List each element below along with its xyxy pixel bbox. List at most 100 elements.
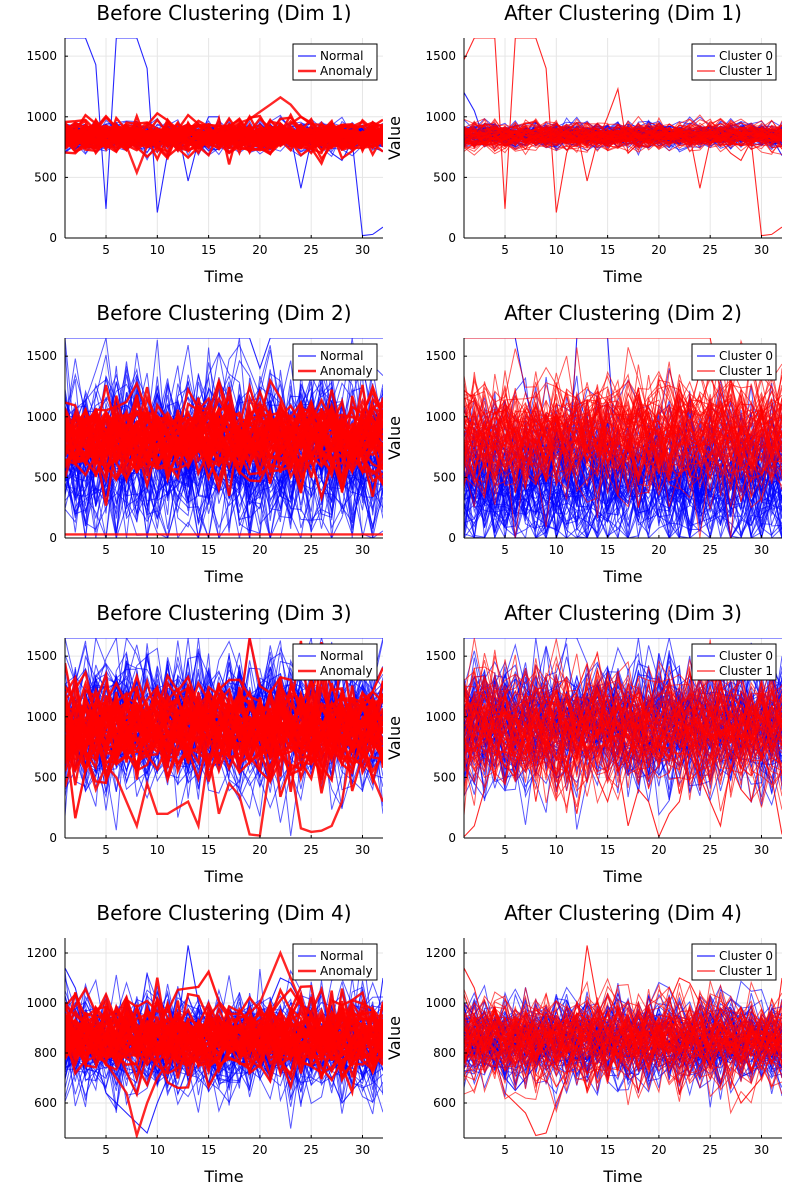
- y-tick-label: 1000: [425, 996, 456, 1010]
- x-tick-label: 20: [252, 1143, 267, 1157]
- series-trace: [464, 670, 782, 747]
- legend-label: Anomaly: [320, 364, 373, 378]
- legend-label: Normal: [320, 349, 363, 363]
- traces: [464, 638, 782, 838]
- x-tick-label: 10: [150, 1143, 165, 1157]
- series-trace: [65, 1003, 383, 1074]
- x-tick-label: 25: [703, 243, 718, 257]
- series-band-cluster-1: [464, 339, 782, 538]
- y-tick-label: 500: [34, 170, 57, 184]
- series-trace: [65, 405, 383, 476]
- series-trace: [65, 1020, 383, 1115]
- plot-title: Before Clustering (Dim 1): [96, 1, 351, 25]
- x-tick-label: 5: [501, 843, 509, 857]
- x-tick-label: 10: [150, 243, 165, 257]
- legend-label: Anomaly: [320, 664, 373, 678]
- x-tick-label: 30: [754, 1143, 769, 1157]
- y-tick-label: 1500: [26, 349, 57, 363]
- series-trace: [464, 387, 782, 483]
- plot-title: After Clustering (Dim 1): [504, 1, 742, 25]
- x-tick-label: 5: [102, 543, 110, 557]
- series-trace: [464, 1031, 782, 1095]
- legend-label: Anomaly: [320, 964, 373, 978]
- x-tick-label: 30: [754, 543, 769, 557]
- series-trace: [464, 682, 782, 785]
- legend-label: Anomaly: [320, 64, 373, 78]
- series-trace: [464, 125, 782, 146]
- x-tick-label: 25: [304, 543, 319, 557]
- series-trace: [464, 1011, 782, 1078]
- x-axis-label: Time: [602, 867, 642, 886]
- traces: [464, 945, 782, 1137]
- series-line-anomaly: [65, 949, 383, 1138]
- series-trace: [464, 114, 782, 134]
- series-trace: [464, 992, 782, 1059]
- x-tick-label: 15: [201, 543, 216, 557]
- series-trace: [464, 372, 782, 470]
- series-trace: [464, 406, 782, 497]
- y-tick-label: 1000: [425, 410, 456, 424]
- series-trace: [464, 988, 782, 1055]
- series-trace: [464, 403, 782, 493]
- series-trace: [464, 132, 782, 152]
- plot-title: After Clustering (Dim 3): [504, 601, 742, 625]
- traces: [464, 38, 782, 237]
- x-tick-label: 20: [252, 843, 267, 857]
- y-tick-label: 1000: [425, 110, 456, 124]
- series-band-cluster-1: [464, 977, 782, 1115]
- legend-box: [691, 343, 777, 381]
- x-tick-label: 10: [549, 1143, 564, 1157]
- series-trace: [464, 410, 782, 478]
- series-trace: [464, 1006, 782, 1089]
- y-tick-label: 800: [433, 1046, 456, 1060]
- y-tick-label: 1200: [425, 946, 456, 960]
- legend-box: [292, 343, 378, 381]
- series-line-cluster-1: [464, 945, 782, 1137]
- subplot-4: After Clustering (Dim 2) 5 10 15 20 25 30 0 500 1…: [385, 301, 782, 586]
- x-tick-label: 20: [252, 243, 267, 257]
- series-trace: [464, 118, 782, 142]
- y-tick-label: 1500: [425, 649, 456, 663]
- x-tick-label: 30: [754, 243, 769, 257]
- y-tick-label: 1000: [26, 410, 57, 424]
- x-tick-label: 20: [651, 243, 666, 257]
- x-tick-label: 15: [600, 1143, 615, 1157]
- y-tick-label: 600: [433, 1096, 456, 1110]
- x-tick-label: 20: [651, 543, 666, 557]
- x-axis-label: Time: [203, 267, 243, 286]
- x-tick-label: 5: [102, 243, 110, 257]
- subplot-6: After Clustering (Dim 3) 5 10 15 20 25 30 0 500 1…: [385, 601, 782, 886]
- y-tick-label: 0: [448, 831, 456, 845]
- series-trace: [65, 116, 383, 148]
- x-tick-label: 15: [201, 843, 216, 857]
- y-tick-label: 0: [448, 531, 456, 545]
- series-line-anomaly: [65, 95, 383, 176]
- legend-box: [691, 643, 777, 681]
- y-tick-label: 1500: [26, 649, 57, 663]
- x-tick-label: 5: [501, 543, 509, 557]
- x-tick-label: 5: [102, 1143, 110, 1157]
- plot-title: Before Clustering (Dim 3): [96, 601, 351, 625]
- series-trace: [464, 649, 782, 739]
- x-tick-label: 15: [201, 1143, 216, 1157]
- y-axis-label: Value: [385, 416, 404, 460]
- x-tick-label: 15: [600, 543, 615, 557]
- x-tick-label: 25: [703, 1143, 718, 1157]
- x-tick-label: 25: [703, 543, 718, 557]
- series-trace: [464, 126, 782, 152]
- series-trace: [65, 120, 383, 162]
- series-trace: [464, 119, 782, 146]
- x-axis-label: Time: [203, 567, 243, 586]
- y-axis-label: Value: [385, 116, 404, 160]
- series-trace: [464, 707, 782, 789]
- y-tick-label: 600: [34, 1096, 57, 1110]
- y-tick-label: 1000: [26, 996, 57, 1010]
- plot-title: Before Clustering (Dim 2): [96, 301, 351, 325]
- series-band-cluster-1: [464, 114, 782, 156]
- series-line-cluster-1: [464, 728, 782, 838]
- series-trace: [464, 686, 782, 809]
